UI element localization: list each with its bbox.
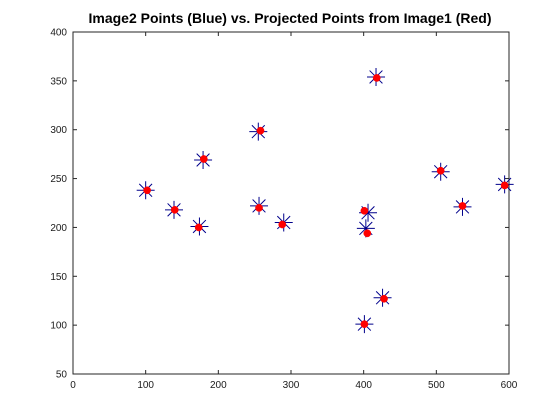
red-point-marker xyxy=(256,126,265,135)
red-point-marker xyxy=(143,186,151,195)
red-point-marker xyxy=(194,223,203,232)
red-point-marker xyxy=(363,229,372,238)
red-point-marker xyxy=(436,166,445,175)
red-point-marker xyxy=(170,205,179,214)
red-point-marker xyxy=(500,181,509,190)
red-point-marker xyxy=(255,204,263,212)
y-tick-label: 400 xyxy=(50,28,67,39)
y-tick-label: 150 xyxy=(50,272,67,283)
red-point-marker xyxy=(380,294,388,303)
y-tick-label: 250 xyxy=(50,174,67,185)
blue-point-marker xyxy=(359,203,378,222)
plot-area xyxy=(72,31,510,375)
x-tick-label: 500 xyxy=(428,380,445,391)
y-tick-label: 200 xyxy=(50,223,67,234)
blue-point-marker xyxy=(356,219,375,238)
x-axis: 0 100 200 300 400 500 600 xyxy=(70,32,518,391)
series-red-dots xyxy=(143,74,509,329)
x-tick-label: 600 xyxy=(501,380,518,391)
series-layer xyxy=(136,67,514,334)
y-tick-label: 50 xyxy=(56,370,68,381)
x-tick-label: 0 xyxy=(70,380,76,391)
red-point-marker xyxy=(278,220,287,229)
x-tick-label: 100 xyxy=(137,380,154,391)
y-tick-label: 300 xyxy=(50,125,67,136)
y-tick-label: 350 xyxy=(50,76,67,87)
x-tick-label: 400 xyxy=(355,380,372,391)
red-point-marker xyxy=(199,155,208,163)
red-point-marker xyxy=(372,74,381,82)
x-tick-label: 200 xyxy=(210,380,227,391)
red-point-marker xyxy=(458,202,467,210)
chart-title: Image2 Points (Blue) vs. Projected Point… xyxy=(89,10,492,26)
red-point-marker xyxy=(360,320,369,329)
y-tick-label: 100 xyxy=(50,321,67,332)
y-axis: 50 100 150 200 250 300 350 400 xyxy=(50,28,509,381)
x-tick-label: 300 xyxy=(283,380,300,391)
red-point-marker xyxy=(360,206,369,215)
